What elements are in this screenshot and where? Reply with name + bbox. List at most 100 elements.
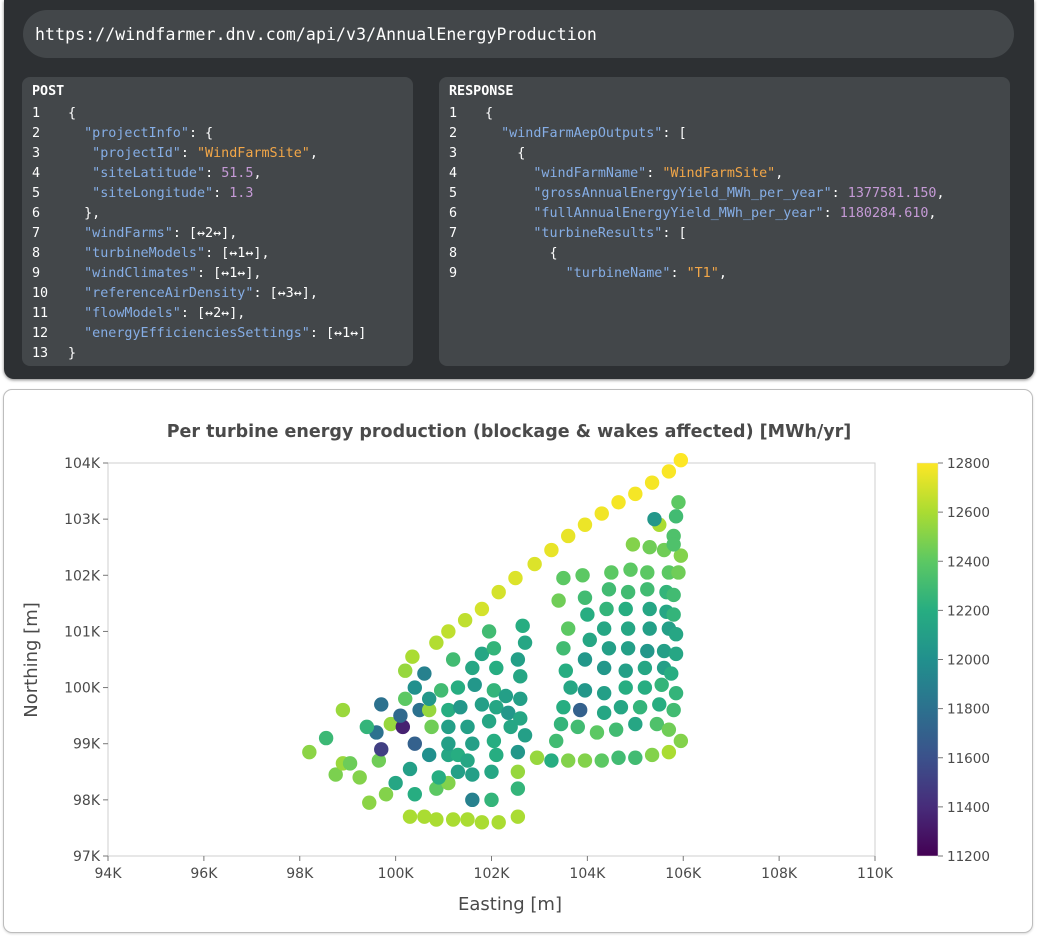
turbine-point[interactable]	[383, 716, 399, 732]
turbine-point[interactable]	[371, 753, 387, 768]
turbine-point[interactable]	[457, 613, 473, 628]
turbine-point[interactable]	[460, 812, 475, 827]
turbine-point[interactable]	[654, 677, 669, 692]
turbine-point[interactable]	[424, 719, 439, 735]
turbine-point[interactable]	[601, 582, 617, 597]
turbine-point[interactable]	[515, 618, 530, 634]
turbine-point[interactable]	[625, 537, 641, 552]
turbine-point[interactable]	[580, 607, 595, 622]
turbine-point[interactable]	[491, 815, 506, 830]
turbine-point[interactable]	[647, 511, 662, 527]
turbine-point[interactable]	[577, 753, 593, 768]
turbine-point[interactable]	[445, 652, 461, 667]
turbine-point[interactable]	[640, 565, 655, 580]
turbine-point[interactable]	[618, 663, 633, 678]
turbine-point[interactable]	[335, 702, 351, 718]
turbine-point[interactable]	[460, 719, 475, 735]
turbine-point[interactable]	[620, 584, 636, 600]
turbine-point[interactable]	[352, 770, 367, 785]
turbine-point[interactable]	[551, 593, 566, 608]
turbine-point[interactable]	[429, 812, 444, 827]
turbine-point[interactable]	[640, 643, 655, 659]
turbine-point[interactable]	[388, 775, 403, 791]
turbine-point[interactable]	[445, 812, 461, 827]
turbine-point[interactable]	[561, 528, 576, 544]
turbine-point[interactable]	[421, 691, 437, 706]
turbine-point[interactable]	[642, 540, 657, 555]
turbine-point[interactable]	[577, 683, 593, 698]
turbine-point[interactable]	[553, 716, 569, 732]
turbine-point[interactable]	[484, 792, 499, 808]
turbine-point[interactable]	[601, 641, 617, 656]
turbine-point[interactable]	[503, 719, 518, 735]
turbine-point[interactable]	[481, 714, 497, 729]
turbine-point[interactable]	[642, 621, 657, 636]
turbine-point[interactable]	[668, 685, 684, 701]
turbine-point[interactable]	[661, 722, 677, 737]
turbine-point[interactable]	[652, 697, 667, 712]
turbine-point[interactable]	[405, 649, 420, 664]
turbine-point[interactable]	[668, 627, 684, 642]
turbine-point[interactable]	[486, 641, 502, 656]
turbine-point[interactable]	[671, 495, 686, 510]
turbine-point[interactable]	[642, 601, 657, 617]
turbine-point[interactable]	[450, 680, 466, 695]
turbine-point[interactable]	[433, 683, 449, 698]
turbine-point[interactable]	[441, 719, 456, 735]
turbine-point[interactable]	[510, 764, 526, 779]
turbine-point[interactable]	[556, 641, 571, 656]
turbine-point[interactable]	[649, 716, 665, 732]
turbine-point[interactable]	[577, 517, 593, 532]
turbine-point[interactable]	[402, 761, 418, 777]
turbine-point[interactable]	[666, 607, 681, 622]
turbine-point[interactable]	[577, 590, 593, 605]
turbine-point[interactable]	[589, 725, 605, 740]
turbine-point[interactable]	[441, 702, 456, 718]
turbine-point[interactable]	[402, 809, 418, 824]
turbine-point[interactable]	[611, 495, 626, 510]
turbine-point[interactable]	[453, 700, 468, 715]
turbine-point[interactable]	[489, 660, 504, 676]
turbine-point[interactable]	[628, 750, 643, 765]
turbine-point[interactable]	[484, 764, 499, 779]
turbine-point[interactable]	[501, 705, 516, 721]
turbine-point[interactable]	[474, 601, 490, 617]
turbine-point[interactable]	[618, 601, 633, 617]
turbine-point[interactable]	[620, 621, 636, 636]
turbine-point[interactable]	[510, 809, 526, 824]
turbine-point[interactable]	[544, 753, 559, 768]
turbine-point[interactable]	[620, 641, 636, 656]
turbine-point[interactable]	[673, 733, 689, 749]
turbine-point[interactable]	[481, 624, 497, 639]
turbine-point[interactable]	[561, 621, 576, 636]
turbine-point[interactable]	[421, 747, 437, 763]
turbine-point[interactable]	[673, 452, 689, 468]
turbine-point[interactable]	[486, 733, 502, 749]
turbine-point[interactable]	[498, 688, 514, 704]
turbine-point[interactable]	[628, 486, 643, 502]
turbine-point[interactable]	[666, 587, 681, 603]
turbine-point[interactable]	[374, 742, 389, 757]
turbine-point[interactable]	[429, 635, 444, 650]
turbine-point[interactable]	[378, 787, 394, 802]
turbine-point[interactable]	[302, 744, 317, 760]
turbine-point[interactable]	[637, 660, 653, 676]
turbine-point[interactable]	[608, 722, 624, 737]
turbine-point[interactable]	[611, 750, 626, 765]
turbine-point[interactable]	[623, 562, 638, 577]
turbine-point[interactable]	[561, 753, 576, 768]
turbine-point[interactable]	[474, 646, 490, 662]
turbine-point[interactable]	[666, 537, 681, 552]
turbine-point[interactable]	[328, 767, 343, 782]
turbine-point[interactable]	[618, 680, 633, 695]
turbine-point[interactable]	[644, 747, 660, 763]
turbine-point[interactable]	[671, 565, 686, 580]
turbine-point[interactable]	[596, 685, 612, 701]
turbine-point[interactable]	[632, 700, 648, 715]
turbine-point[interactable]	[558, 663, 574, 678]
turbine-point[interactable]	[661, 464, 677, 479]
turbine-point[interactable]	[467, 677, 482, 692]
turbine-point[interactable]	[544, 542, 559, 558]
turbine-point[interactable]	[359, 719, 375, 735]
turbine-point[interactable]	[664, 666, 679, 681]
